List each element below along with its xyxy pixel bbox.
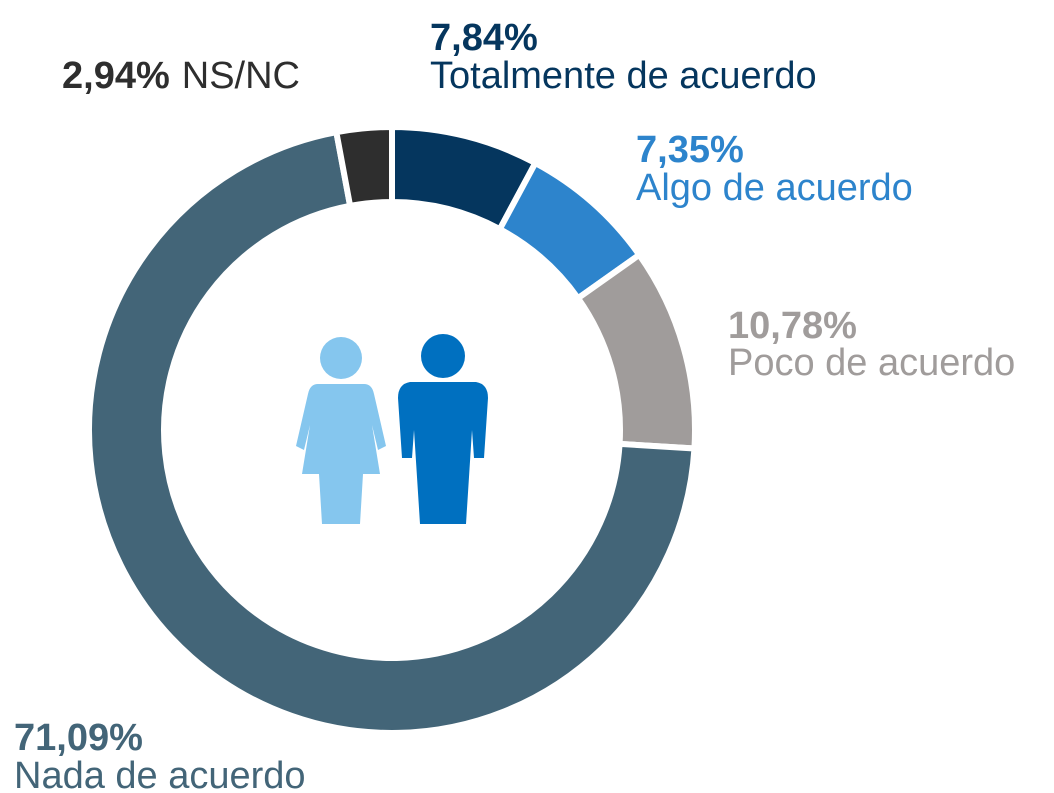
- people-icon: [296, 334, 488, 524]
- category-label: NS/NC: [182, 55, 300, 97]
- value-label: 2,94%: [62, 55, 170, 97]
- woman-head: [320, 337, 362, 379]
- category-label: Totalmente de acuerdo: [430, 55, 817, 97]
- woman-body: [296, 384, 386, 524]
- value-label: 10,78%: [728, 305, 857, 347]
- value-label: 7,84%: [430, 17, 538, 59]
- man-body: [398, 382, 488, 524]
- donut-segment: [332, 123, 395, 210]
- man-head: [421, 334, 465, 378]
- value-label: 7,35%: [636, 129, 744, 171]
- category-label: Algo de acuerdo: [636, 167, 913, 209]
- category-label: Poco de acuerdo: [728, 342, 1015, 384]
- donut-segment: [573, 250, 698, 452]
- value-label: 71,09%: [14, 717, 143, 759]
- category-label: Nada de acuerdo: [14, 755, 306, 793]
- data-label: 2,94% NS/NC: [62, 55, 300, 97]
- donut-segment: [86, 128, 698, 736]
